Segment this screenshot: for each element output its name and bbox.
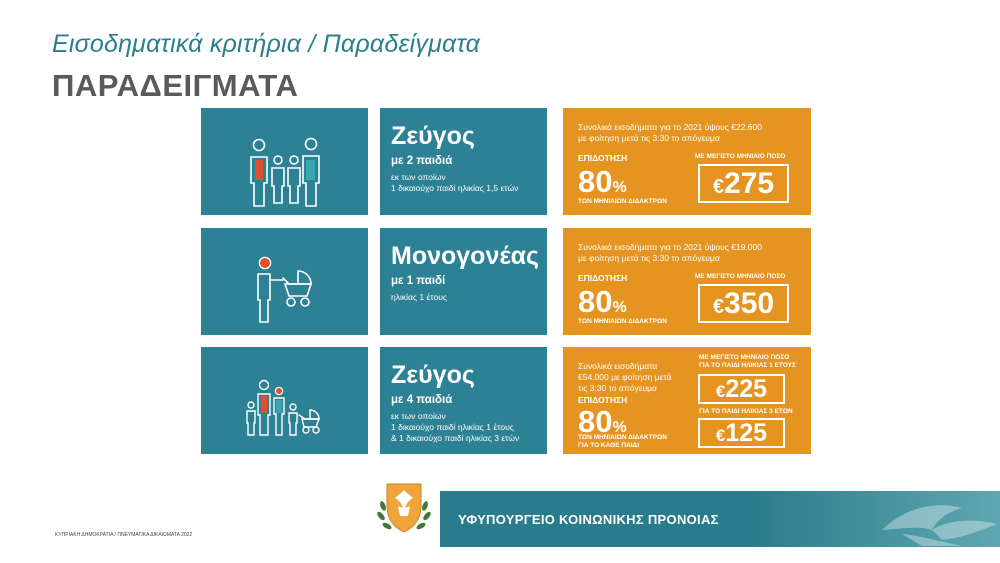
info-panel: Ζεύγος με 2 παιδιά εκ των οποίων 1 δικαι… [380,108,547,215]
euro-symbol: € [715,426,726,445]
coat-of-arms-icon [377,483,431,533]
info-panel: Ζεύγος με 4 παιδιά εκ των οποίων 1 δικαι… [380,347,547,454]
max-amount-box-1yr: €225 [698,374,785,404]
euro-symbol: € [712,296,725,318]
max-label-line: ΓΙΑ ΤΟ ΠΑΙΔΙ ΗΛΙΚΙΑΣ 1 ΕΤΟΥΣ [699,362,796,369]
max-amount-value: 350 [724,287,775,320]
max-amount-label: ΜΕ ΜΕΓΙΣΤΟ ΜΗΝΙΑΙΟ ΠΟΣΟ [695,273,786,280]
fee-label: ΤΩΝ ΜΗΝΙΑΙΩΝ ΔΙΔΑΚΤΡΩΝ ΓΙΑ ΤΟ ΚΑΘΕ ΠΑΙΔΙ [578,434,667,450]
family-type-title: Ζεύγος [391,122,475,150]
page-heading: ΠΑΡΑΔΕΙΓΜΑΤΑ [52,68,299,103]
subsidy-percent: 80% [578,406,627,444]
income-line: Συνολικά εισοδήματα [578,361,658,371]
subsidy-panel: Συνολικά εισοδήματα €54.000 με φοίτηση μ… [563,347,811,454]
subsidy-label: ΕΠΙΔΟΤΗΣΗ [578,395,628,405]
max-amount-label: ΜΕ ΜΕΓΙΣΤΟ ΜΗΝΙΑΙΟ ΠΟΣΟ [695,153,786,160]
children-count: με 2 παιδιά [391,155,453,167]
fee-line: ΓΙΑ ΤΟ ΚΑΘΕ ΠΑΙΔΙ [578,442,640,449]
second-amount-value: 125 [725,419,768,447]
max-amount-box: €275 [698,164,789,203]
desc-line: ηλικίας 1 έτους [391,292,447,302]
max-amount-box-3yr: €125 [698,418,785,448]
percent-sign: % [612,179,627,196]
copyright-text: ΚΥΠΡΙΑΚΗ ΔΗΜΟΚΡΑΤΙΑ / ΠΝΕΥΜΑΤΙΚΑ ΔΙΚΑΙΩΜ… [55,532,193,538]
income-text: Συνολικά εισοδήματα για το 2021 ύψους €1… [578,242,762,264]
icon-panel [201,108,368,215]
family-type-title: Μονογονέας [391,242,539,270]
second-amount-label: ΓΙΑ ΤΟ ΠΑΙΔΙ ΗΛΙΚΙΑΣ 3 ΕΤΩΝ [699,408,793,415]
example-row-1: Ζεύγος με 2 παιδιά εκ των οποίων 1 δικαι… [201,108,811,215]
percent-sign: % [612,299,627,316]
max-amount-value: 275 [724,167,775,200]
ministry-name: ΥΦΥΠΟΥΡΓΕΙΟ ΚΟΙΝΩΝΙΚΗΣ ΠΡΟΝΟΙΑΣ [458,512,719,527]
fee-label: ΤΩΝ ΜΗΝΙΑΙΩΝ ΔΙΔΑΚΤΡΩΝ [578,198,667,205]
family-four-icon [250,137,320,207]
euro-symbol: € [712,176,725,198]
fee-label: ΤΩΝ ΜΗΝΙΑΙΩΝ ΔΙΔΑΚΤΡΩΝ [578,318,667,325]
large-family-stroller-icon [246,379,321,436]
children-description: εκ των οποίων 1 δικαιούχο παιδί ηλικίας … [391,411,547,444]
income-text: Συνολικά εισοδήματα €54.000 με φοίτηση μ… [578,361,672,394]
income-text: Συνολικά εισοδήματα για το 2021 ύψους €2… [578,122,762,144]
income-line: Συνολικά εισοδήματα για το 2021 ύψους €2… [578,122,762,132]
euro-symbol: € [715,382,726,401]
page-title: Εισοδηματικά κριτήρια / Παραδείγματα [52,30,481,58]
family-type-title: Ζεύγος [391,361,475,389]
max-amount-value: 225 [725,375,768,403]
desc-line: εκ των οποίων [391,411,446,421]
max-amount-label: ΜΕ ΜΕΓΙΣΤΟ ΜΗΝΙΑΙΟ ΠΟΣΟ ΓΙΑ ΤΟ ΠΑΙΔΙ ΗΛΙ… [699,354,796,370]
income-line: με φοίτηση μετά τις 3:30 το απόγευμα [578,253,720,263]
income-line: τις 3:30 το απόγευμα [578,383,657,393]
subsidy-label: ΕΠΙΔΟΤΗΣΗ [578,153,628,163]
income-line: με φοίτηση μετά τις 3:30 το απόγευμα [578,133,720,143]
children-description: εκ των οποίων 1 δικαιούχο παιδί ηλικίας … [391,172,547,194]
percent-value: 80 [578,164,613,199]
example-row-2: Μονογονέας με 1 παιδί ηλικίας 1 έτους Συ… [201,228,811,335]
desc-line: εκ των οποίων [391,172,446,182]
children-description: ηλικίας 1 έτους [391,292,547,303]
children-count: με 4 παιδιά [391,394,453,406]
info-panel: Μονογονέας με 1 παιδί ηλικίας 1 έτους [380,228,547,335]
percent-value: 80 [578,404,613,439]
dove-watermark-icon [882,505,997,546]
percent-sign: % [612,419,627,436]
max-label-line: ΜΕ ΜΕΓΙΣΤΟ ΜΗΝΙΑΙΟ ΠΟΣΟ [699,354,790,361]
subsidy-percent: 80% [578,286,627,324]
single-parent-stroller-icon [257,256,313,323]
fee-line: ΤΩΝ ΜΗΝΙΑΙΩΝ ΔΙΔΑΚΤΡΩΝ [578,434,667,441]
subsidy-panel: Συνολικά εισοδήματα για το 2021 ύψους €1… [563,228,811,335]
icon-panel [201,347,368,454]
income-line: Συνολικά εισοδήματα για το 2021 ύψους €1… [578,242,762,252]
example-row-3: Ζεύγος με 4 παιδιά εκ των οποίων 1 δικαι… [201,347,811,454]
desc-line: 1 δικαιούχο παιδί ηλικίας 1,5 ετών [391,183,519,193]
children-count: με 1 παιδί [391,275,446,287]
income-line: €54.000 με φοίτηση μετά [578,372,672,382]
desc-line: 1 δικαιούχο παιδί ηλικίας 1 έτους [391,422,514,432]
percent-value: 80 [578,284,613,319]
icon-panel [201,228,368,335]
footer-band [440,491,1000,547]
max-amount-box: €350 [698,284,789,323]
subsidy-label: ΕΠΙΔΟΤΗΣΗ [578,273,628,283]
subsidy-percent: 80% [578,166,627,204]
desc-line: & 1 δικαιούχο παιδί ηλικίας 3 ετών [391,433,520,443]
subsidy-panel: Συνολικά εισοδήματα για το 2021 ύψους €2… [563,108,811,215]
